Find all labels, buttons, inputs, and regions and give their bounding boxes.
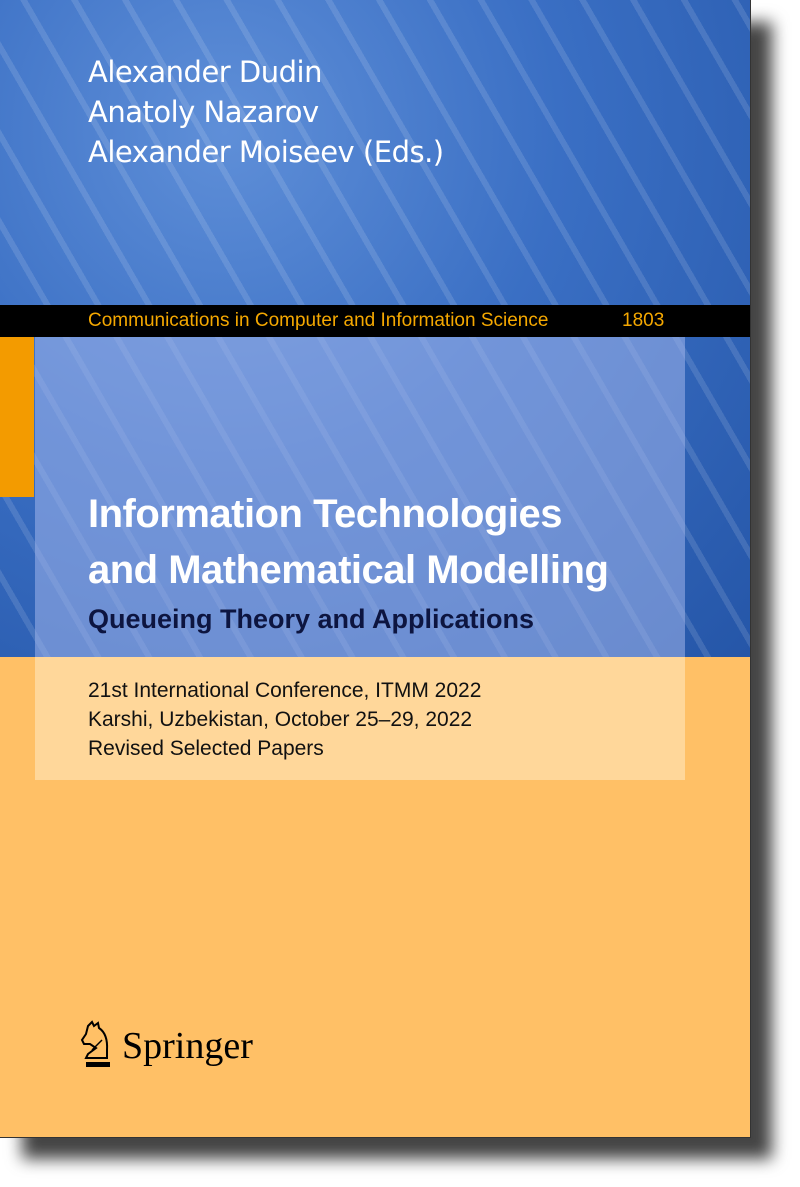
book-subtitle: Queueing Theory and Applications: [88, 604, 535, 634]
conference-line: 21st International Conference, ITMM 2022: [88, 679, 482, 702]
editor-name: Alexander Moiseev (Eds.): [88, 135, 444, 169]
series-number: 1803: [622, 310, 665, 331]
conference-info: 21st International Conference, ITMM 2022…: [88, 676, 481, 763]
publisher-logo: Springer: [80, 1020, 253, 1072]
editors: Alexander Dudin Anatoly Nazarov Alexande…: [88, 52, 444, 172]
springer-horse-icon: [80, 1020, 110, 1067]
title-panel: [35, 337, 685, 657]
conference-panel: [35, 657, 685, 780]
conference-line: Karshi, Uzbekistan, October 25–29, 2022: [88, 708, 473, 731]
series-band: Communications in Computer and Informati…: [0, 305, 750, 337]
orange-tab: [0, 337, 34, 497]
book-title: Information Technologies and Mathematica…: [88, 486, 609, 598]
publisher-name: Springer: [122, 1025, 253, 1067]
title-line: Information Technologies: [88, 492, 562, 536]
title-line: and Mathematical Modelling: [88, 548, 609, 592]
editor-name: Anatoly Nazarov: [88, 95, 319, 129]
series-name: Communications in Computer and Informati…: [88, 310, 549, 331]
book-cover: Alexander Dudin Anatoly Nazarov Alexande…: [0, 0, 751, 1138]
conference-line: Revised Selected Papers: [88, 737, 324, 760]
editor-name: Alexander Dudin: [88, 55, 322, 89]
